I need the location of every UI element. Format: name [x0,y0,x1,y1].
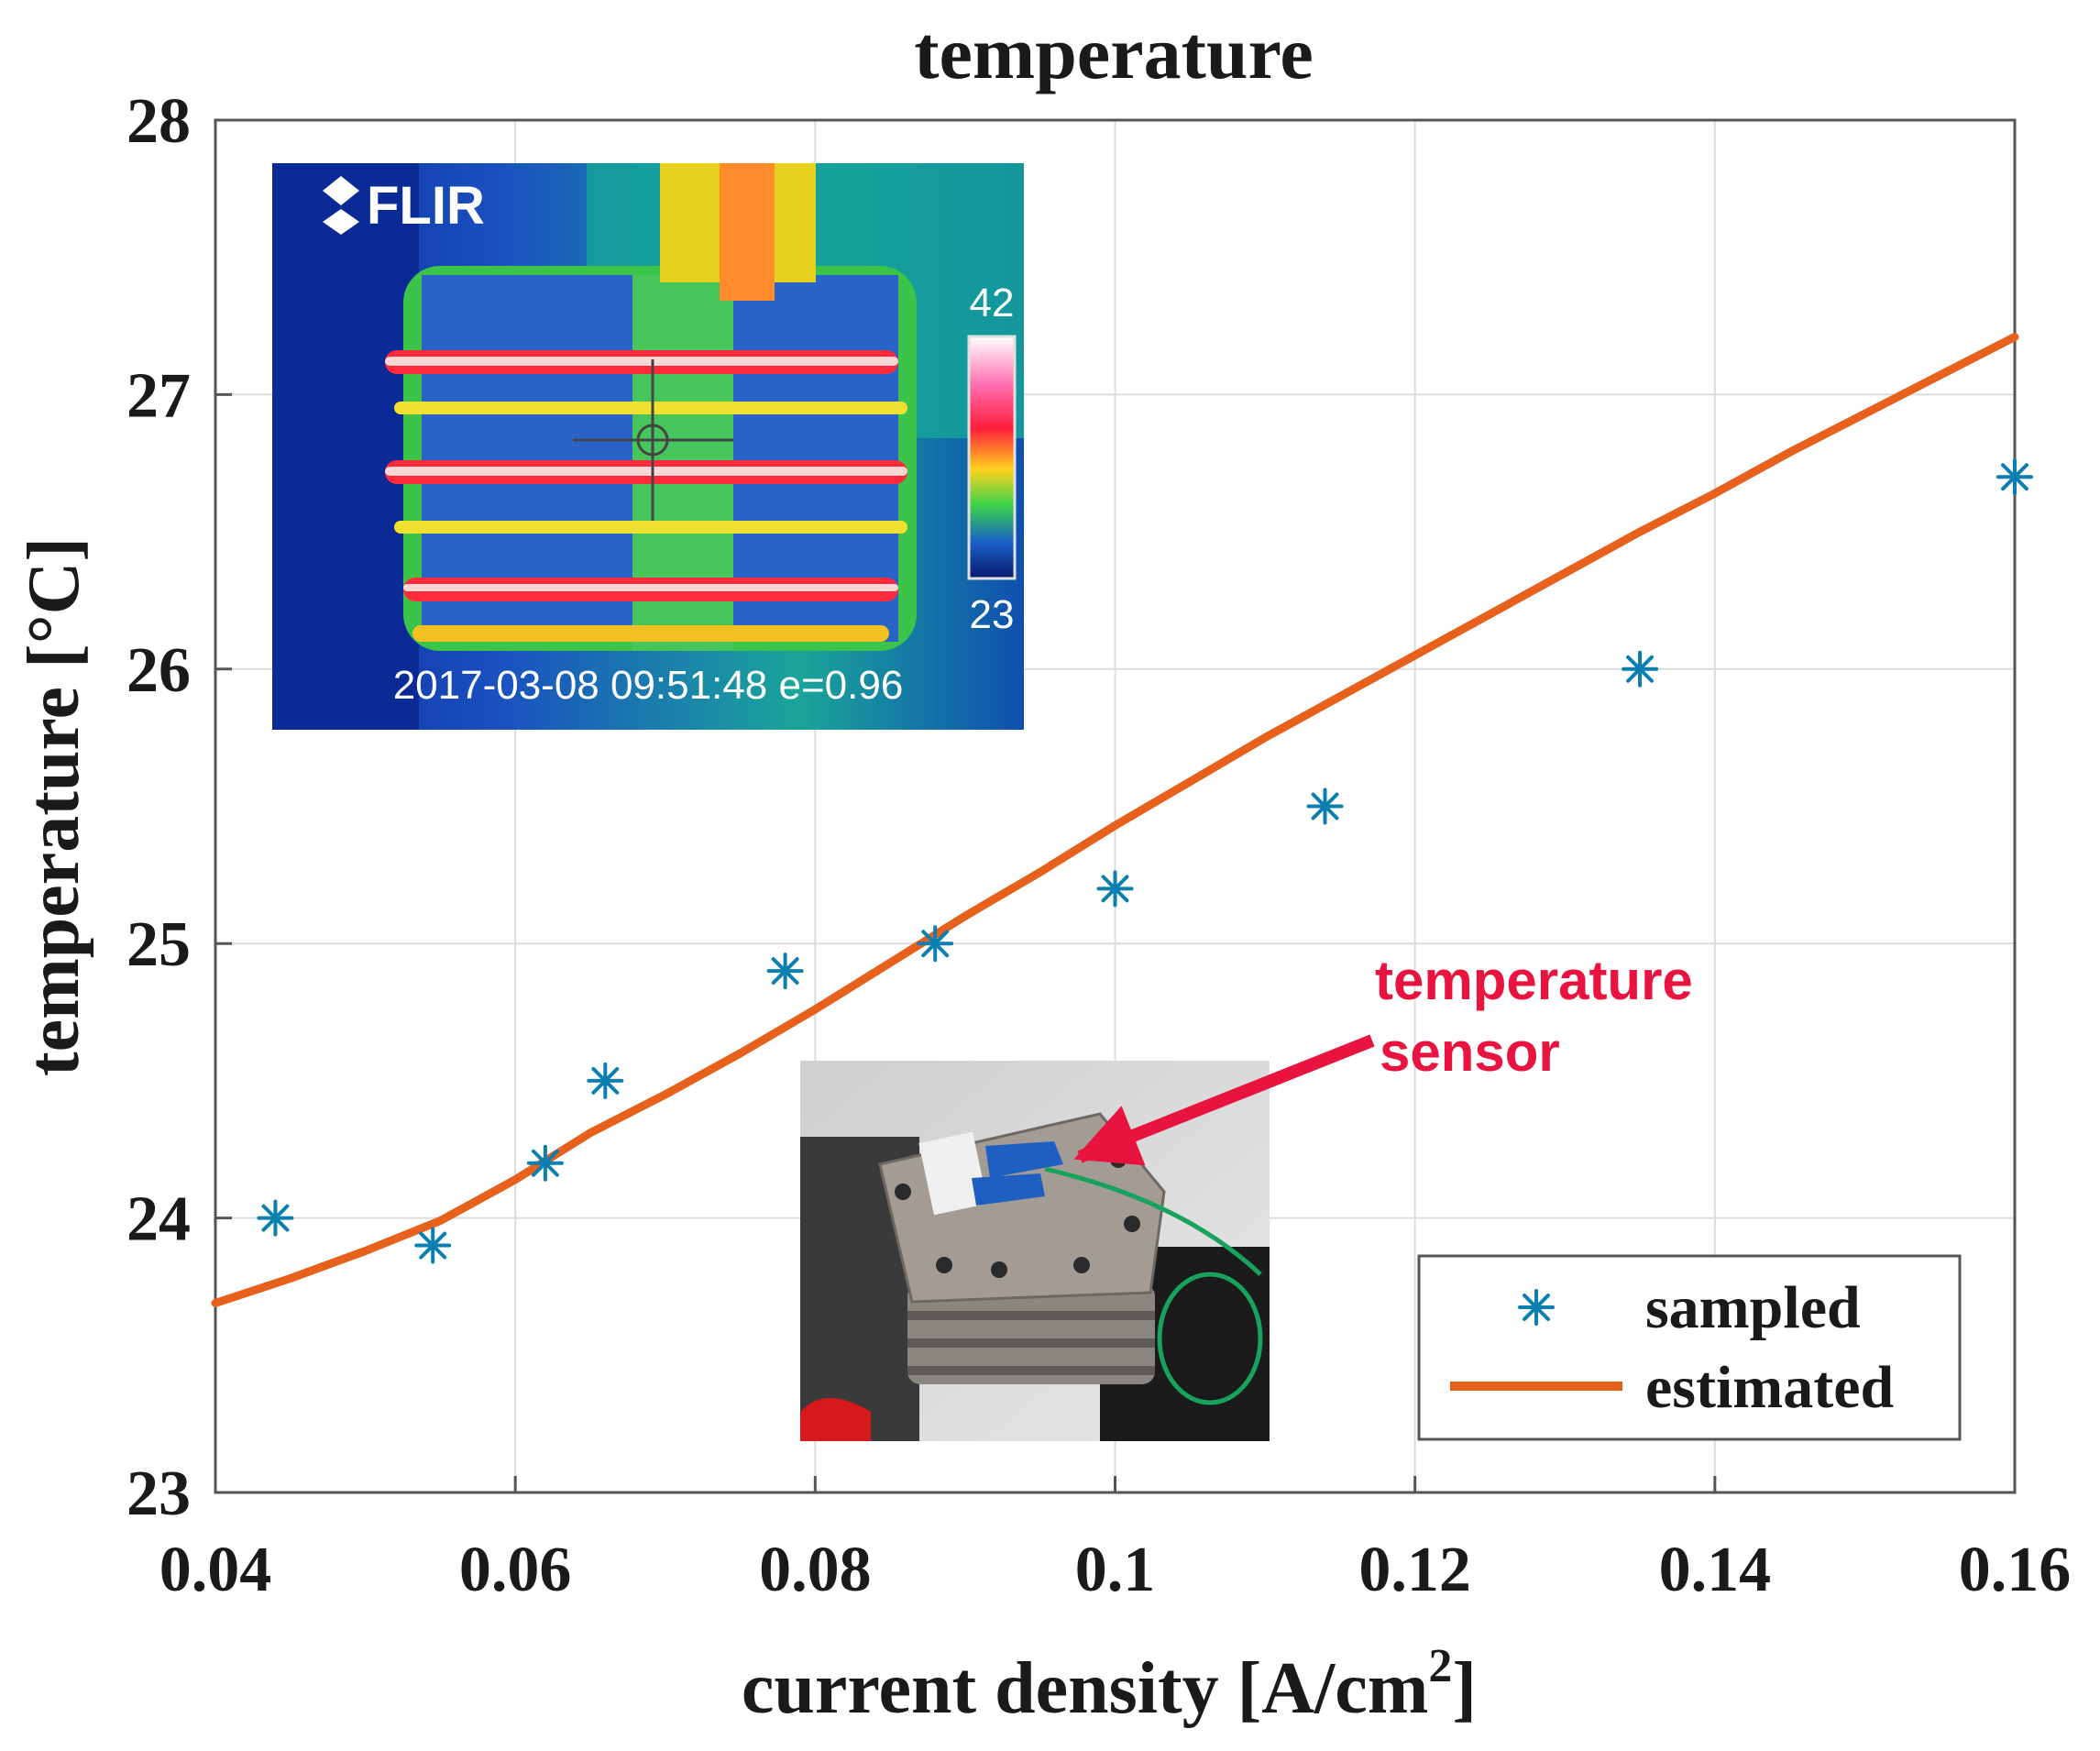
thermal-color-scale [967,335,1017,580]
x-tick-label: 0.08 [759,1535,872,1605]
x-axis-ticks: 0.04 0.06 0.08 0.1 0.12 0.14 0.16 [159,1476,2072,1605]
sampled-point [917,925,954,963]
y-tick-label: 25 [126,909,191,980]
x-tick-label: 0.12 [1358,1535,1471,1605]
y-axis-label: temperature [°C] [14,537,94,1076]
thermal-image-inset: FLIR 42 23 2017-03-08 09:51:48 e=0.96 [272,163,1024,730]
sampled-point [766,953,804,990]
legend-sampled-asterisk [1518,1289,1555,1326]
sampled-points [257,458,2033,1264]
sampled-point [1996,458,2033,496]
sampled-point [1622,650,1659,688]
temperature-sensor-annotation: temperature sensor [1073,950,1693,1166]
x-tick-label: 0.16 [1959,1535,2072,1605]
sampled-point [414,1227,452,1264]
sampled-point [587,1062,624,1099]
y-axis-ticks: 23 24 25 26 27 28 [126,86,232,1529]
estimated-line [211,333,2019,1307]
x-tick-label: 0.14 [1659,1535,1772,1605]
svg-text:sensor: sensor [1380,1021,1560,1083]
y-tick-label: 28 [126,86,191,157]
sampled-point [257,1199,294,1237]
annotation-arrow [1073,1034,1375,1166]
chart-title: temperature [914,11,1314,94]
photo-inset [800,1061,1270,1441]
x-tick-label: 0.06 [459,1535,572,1605]
svg-text:temperature: temperature [1375,950,1693,1011]
svg-text:FLIR: FLIR [367,176,485,236]
y-tick-label: 26 [126,635,191,706]
thermal-scale-min: 23 [970,592,1015,637]
sampled-point [1096,870,1134,908]
x-axis-label: current density [A/cm2] [742,1640,1477,1729]
y-tick-label: 23 [126,1459,191,1529]
y-tick-label: 27 [126,360,191,431]
legend: sampled estimated [1417,1254,1962,1441]
legend-estimated-label: estimated [1645,1354,1894,1421]
legend-sampled-marker [1518,1289,1555,1326]
thermal-timestamp: 2017-03-08 09:51:48 e=0.96 [393,663,904,708]
x-tick-label: 0.1 [1075,1535,1156,1605]
y-tick-label: 24 [126,1184,191,1255]
flir-logo: FLIR [323,176,485,236]
crosshair-icon [573,359,733,521]
sampled-point [1306,787,1344,825]
sampled-point [526,1144,564,1182]
x-tick-label: 0.04 [159,1535,272,1605]
legend-sampled-label: sampled [1645,1274,1861,1341]
thermal-scale-max: 42 [970,281,1015,325]
